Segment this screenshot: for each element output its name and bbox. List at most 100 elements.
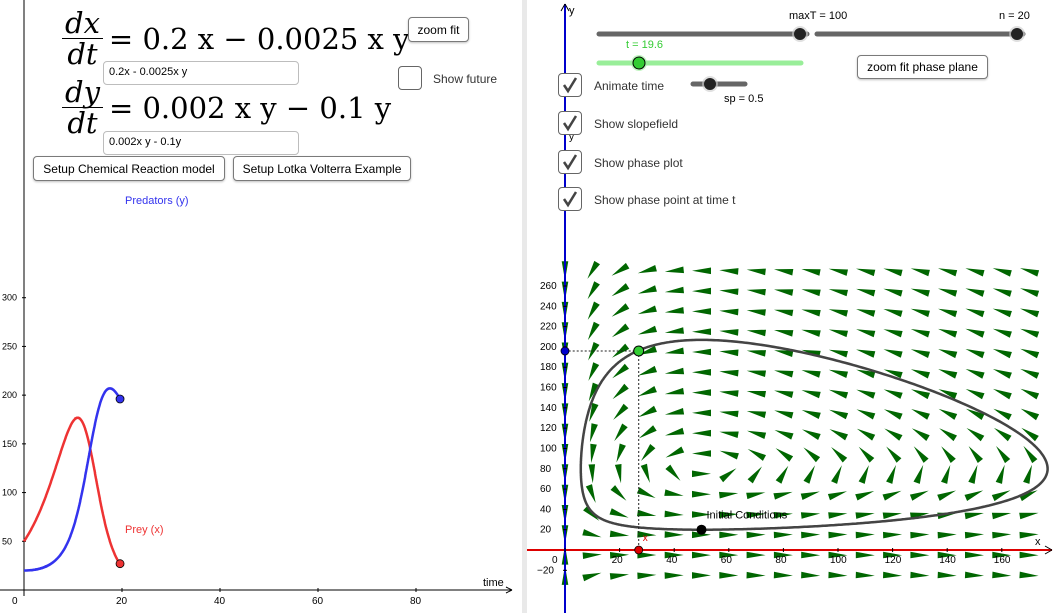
zoom-fit-button[interactable]: zoom fit xyxy=(408,17,469,42)
dy-input[interactable]: 0.002x y - 0.1y xyxy=(103,131,299,155)
slope-arrow-icon xyxy=(992,288,1012,297)
slope-arrow-icon xyxy=(692,308,711,315)
slope-arrow-icon xyxy=(664,551,684,559)
slope-arrow-icon xyxy=(692,348,711,356)
slope-arrow-icon xyxy=(964,512,984,520)
slope-arrow-icon xyxy=(855,491,875,501)
slope-arrow-icon xyxy=(1020,328,1040,338)
slope-arrow-icon xyxy=(637,265,657,274)
slope-arrow-icon xyxy=(692,490,711,498)
y-tick-label: 180 xyxy=(540,362,557,373)
slope-arrow-icon xyxy=(692,267,711,275)
show-phase-point-checkbox[interactable] xyxy=(558,187,582,211)
slope-field xyxy=(561,260,1040,585)
slope-arrow-icon xyxy=(968,464,978,484)
slope-arrow-icon xyxy=(828,389,849,399)
slope-arrow-icon xyxy=(585,484,596,503)
slope-arrow-icon xyxy=(638,365,657,376)
y-tick-label: 200 xyxy=(540,342,557,353)
x-tick-label: 20 xyxy=(612,555,624,566)
slope-arrow-icon xyxy=(937,551,957,559)
slope-arrow-icon xyxy=(938,389,958,400)
show-future-checkbox[interactable] xyxy=(398,66,422,90)
t-slider-handle[interactable] xyxy=(632,56,646,70)
y-tick-label: 120 xyxy=(540,423,557,434)
slope-arrow-icon xyxy=(774,350,794,357)
slope-arrow-icon xyxy=(828,512,848,519)
x-marker-point xyxy=(634,545,644,555)
slope-arrow-icon xyxy=(636,487,656,498)
slope-arrow-icon xyxy=(665,446,685,458)
slope-arrow-icon xyxy=(611,303,630,317)
y-tick-label: 140 xyxy=(540,403,557,414)
check-icon xyxy=(562,77,578,94)
slope-arrow-icon xyxy=(965,389,985,400)
slope-arrow-icon xyxy=(746,492,766,500)
slope-arrow-icon xyxy=(773,491,793,500)
slope-arrow-icon xyxy=(775,448,794,462)
slope-arrow-icon xyxy=(747,430,767,439)
slope-arrow-icon xyxy=(664,387,685,395)
initial-conditions-point xyxy=(696,524,707,535)
y-marker-label: y xyxy=(569,132,574,143)
show-slopefield-checkbox[interactable] xyxy=(558,111,582,135)
time-plot-canvas[interactable]: 0 20 40 60 80 50 100 150 200 250 300 time Predators… xyxy=(0,0,523,613)
animate-time-checkbox[interactable] xyxy=(558,73,582,97)
maxT-slider-handle[interactable] xyxy=(794,28,806,40)
sp-slider-handle[interactable] xyxy=(704,78,716,90)
predators-curve xyxy=(24,387,122,572)
slope-arrow-icon xyxy=(774,289,794,296)
x-tick-label: 40 xyxy=(666,555,678,566)
zoom-fit-phase-button[interactable]: zoom fit phase plane xyxy=(857,55,988,79)
slope-arrow-icon xyxy=(802,429,821,440)
slope-arrow-icon xyxy=(965,369,985,379)
dx-fraction: dx dt xyxy=(62,8,103,69)
slope-arrow-icon xyxy=(774,309,794,317)
x-tick-label: 60 xyxy=(312,596,324,607)
slope-arrow-icon xyxy=(828,329,848,338)
setup-chemical-button[interactable]: Setup Chemical Reaction model xyxy=(33,156,225,181)
slope-arrow-icon xyxy=(938,328,958,338)
setup-lotka-button[interactable]: Setup Lotka Volterra Example xyxy=(233,156,411,181)
dx-input[interactable]: 0.2x - 0.0025x y xyxy=(103,61,299,85)
slope-arrow-icon xyxy=(1019,512,1039,520)
x-tick-label: 120 xyxy=(885,555,902,566)
slope-arrow-icon xyxy=(664,489,684,496)
slope-arrow-icon xyxy=(992,348,1012,359)
slope-arrow-icon xyxy=(719,511,739,519)
slope-arrow-icon xyxy=(913,446,929,463)
y-tick-label: −20 xyxy=(537,565,554,576)
slope-arrow-icon xyxy=(801,309,821,317)
phase-plane-canvas[interactable]: 0 20 40 60 80 100 120 140 160 260 240 220 200 180 160 1… xyxy=(527,0,1054,613)
slope-arrow-icon xyxy=(993,388,1012,400)
slope-arrow-icon xyxy=(719,288,739,295)
y-tick-label: 200 xyxy=(2,390,17,400)
slope-arrow-icon xyxy=(664,510,684,518)
slope-arrow-icon xyxy=(883,531,903,539)
panel-divider[interactable] xyxy=(522,0,527,613)
slope-arrow-icon xyxy=(886,465,896,484)
dy-denominator: dt xyxy=(67,106,98,140)
slope-arrow-icon xyxy=(856,329,876,338)
n-slider-handle[interactable] xyxy=(1011,28,1023,40)
y-axis-label: y xyxy=(569,5,575,17)
slope-arrow-icon xyxy=(746,511,766,519)
slope-arrow-icon xyxy=(884,428,903,441)
x-tick-label: 140 xyxy=(939,555,956,566)
slope-arrow-icon xyxy=(801,410,821,419)
slope-arrow-icon xyxy=(965,268,985,277)
slope-arrow-icon xyxy=(719,349,739,357)
slope-arrow-icon xyxy=(992,551,1012,559)
time-plot-curves xyxy=(22,387,122,572)
slope-arrow-icon xyxy=(801,370,821,378)
slope-arrow-icon xyxy=(692,450,711,457)
x-axis-arrow-icon xyxy=(1044,545,1053,555)
slope-arrow-icon xyxy=(939,428,957,442)
slope-arrow-icon xyxy=(855,551,875,559)
slope-arrow-icon xyxy=(746,329,766,337)
show-phase-plot-checkbox[interactable] xyxy=(558,150,582,174)
slope-arrow-icon xyxy=(828,551,848,559)
slope-arrow-icon xyxy=(611,262,630,276)
sliders[interactable]: maxT = 100 n = 20 t = 19.6 sp = 0.5 xyxy=(596,10,1030,105)
animate-time-label: Animate time xyxy=(594,79,665,93)
